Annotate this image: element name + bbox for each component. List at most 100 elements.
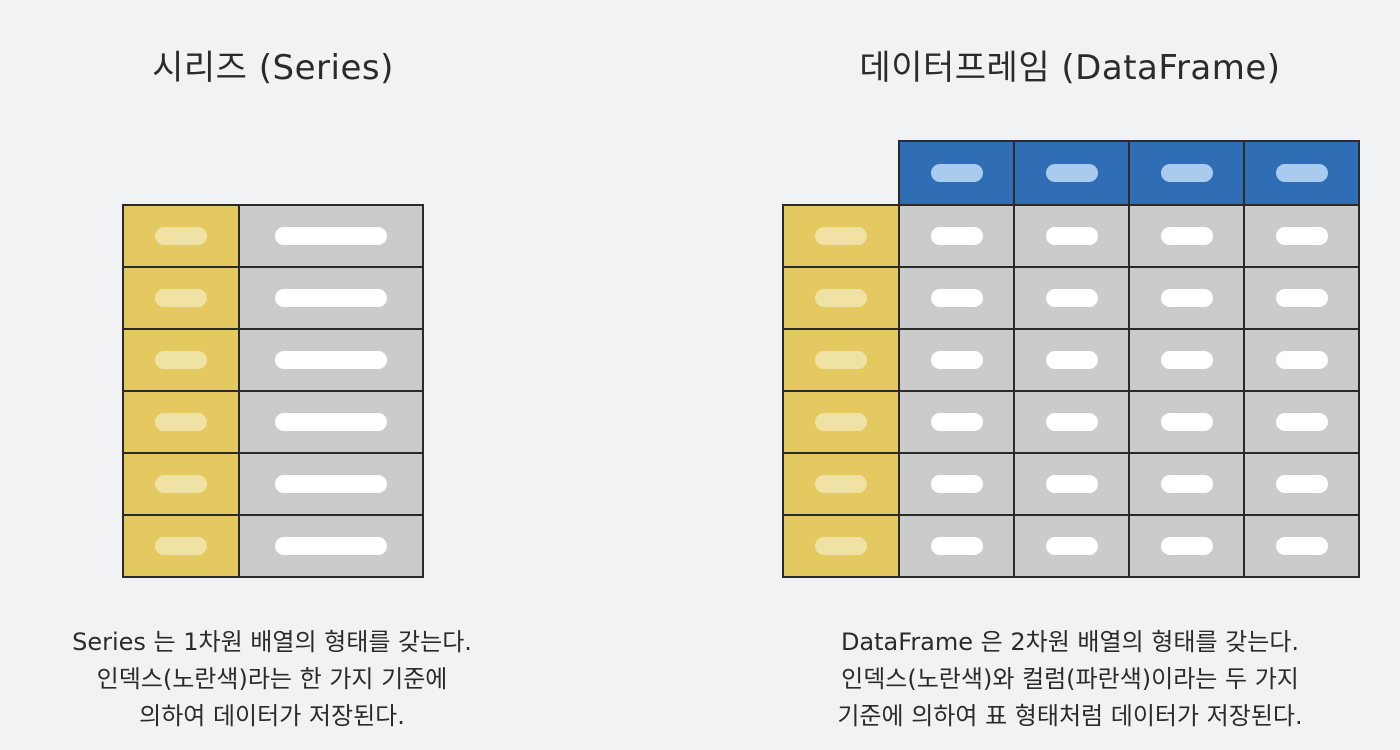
series-value-cell-placeholder: [275, 537, 387, 555]
dataframe-value-cell: [1013, 452, 1130, 516]
dataframe-value-cell-placeholder: [930, 475, 983, 493]
dataframe-value-cell-placeholder: [1275, 537, 1328, 555]
dataframe-value-cell: [1243, 514, 1360, 578]
series-index-cell: [122, 204, 240, 268]
dataframe-value-cell: [1013, 204, 1130, 268]
dataframe-value-cell-placeholder: [930, 227, 983, 245]
dataframe-value-cell-placeholder: [1160, 351, 1213, 369]
dataframe-value-cell-placeholder: [1160, 289, 1213, 307]
dataframe-value-cell: [898, 514, 1015, 578]
dataframe-caption-line-2: 인덱스(노란색)와 컬럼(파란색)이라는 두 가지: [841, 665, 1299, 693]
dataframe-value-cell-placeholder: [930, 537, 983, 555]
series-index-cell-placeholder: [155, 537, 207, 555]
dataframe-column-header: [1128, 140, 1245, 206]
dataframe-index-cell-placeholder: [815, 475, 867, 493]
dataframe-column-header-placeholder: [1045, 164, 1098, 182]
series-title: 시리즈 (Series): [152, 48, 394, 88]
dataframe-value-cell: [1013, 328, 1130, 392]
dataframe-value-cell: [1243, 266, 1360, 330]
dataframe-value-cell: [1013, 266, 1130, 330]
series-value-cell-placeholder: [275, 413, 387, 431]
series-value-cell: [238, 204, 424, 268]
dataframe-value-cell: [1128, 204, 1245, 268]
dataframe-value-cell-placeholder: [1045, 227, 1098, 245]
dataframe-value-cell-placeholder: [1160, 475, 1213, 493]
series-value-cell-placeholder: [275, 227, 387, 245]
dataframe-value-cell: [1013, 390, 1130, 454]
dataframe-index-cell-placeholder: [815, 351, 867, 369]
series-value-cell: [238, 452, 424, 516]
dataframe-value-cell-placeholder: [1275, 475, 1328, 493]
series-index-cell-placeholder: [155, 227, 207, 245]
dataframe-index-cell: [782, 452, 900, 516]
series-index-cell-placeholder: [155, 351, 207, 369]
dataframe-value-cell-placeholder: [930, 351, 983, 369]
dataframe-value-cell-placeholder: [930, 289, 983, 307]
dataframe-value-cell-placeholder: [930, 413, 983, 431]
series-caption-line-2: 인덱스(노란색)라는 한 가지 기준에: [96, 665, 448, 693]
series-index-cell-placeholder: [155, 475, 207, 493]
dataframe-value-cell: [898, 390, 1015, 454]
series-index-cell: [122, 266, 240, 330]
dataframe-value-cell: [898, 266, 1015, 330]
dataframe-value-cell-placeholder: [1275, 289, 1328, 307]
dataframe-value-cell: [898, 452, 1015, 516]
dataframe-value-cell-placeholder: [1160, 227, 1213, 245]
dataframe-value-cell-placeholder: [1045, 475, 1098, 493]
dataframe-value-cell-placeholder: [1160, 537, 1213, 555]
series-value-cell-placeholder: [275, 351, 387, 369]
dataframe-index-cell-placeholder: [815, 289, 867, 307]
dataframe-value-cell: [1243, 452, 1360, 516]
series-value-cell-placeholder: [275, 475, 387, 493]
dataframe-value-cell: [1128, 390, 1245, 454]
series-index-cell-placeholder: [155, 289, 207, 307]
dataframe-value-cell-placeholder: [1045, 351, 1098, 369]
dataframe-caption: DataFrame 은 2차원 배열의 형태를 갖는다. 인덱스(노란색)와 컬…: [770, 624, 1370, 735]
dataframe-value-cell: [1128, 328, 1245, 392]
dataframe-caption-line-1: DataFrame 은 2차원 배열의 형태를 갖는다.: [840, 628, 1300, 656]
dataframe-title: 데이터프레임 (DataFrame): [859, 48, 1281, 88]
series-value-cell: [238, 328, 424, 392]
dataframe-index-cell: [782, 266, 900, 330]
dataframe-index-cell: [782, 328, 900, 392]
series-index-cell: [122, 514, 240, 578]
series-index-cell: [122, 452, 240, 516]
series-value-cell-placeholder: [275, 289, 387, 307]
dataframe-column-header: [898, 140, 1015, 206]
series-value-cell: [238, 514, 424, 578]
dataframe-caption-line-3: 기준에 의하여 표 형태처럼 데이터가 저장된다.: [837, 702, 1303, 730]
dataframe-value-cell-placeholder: [1160, 413, 1213, 431]
dataframe-value-cell-placeholder: [1045, 413, 1098, 431]
dataframe-index-cell: [782, 514, 900, 578]
dataframe-column-header-placeholder: [1275, 164, 1328, 182]
dataframe-value-cell-placeholder: [1045, 289, 1098, 307]
dataframe-value-cell: [1243, 328, 1360, 392]
dataframe-value-cell: [1128, 514, 1245, 578]
dataframe-index-cell-placeholder: [815, 537, 867, 555]
series-index-cell: [122, 390, 240, 454]
dataframe-index-cell: [782, 390, 900, 454]
dataframe-value-cell: [1128, 266, 1245, 330]
dataframe-column-header: [1243, 140, 1360, 206]
dataframe-value-cell-placeholder: [1045, 537, 1098, 555]
dataframe-value-cell-placeholder: [1275, 351, 1328, 369]
dataframe-value-cell-placeholder: [1275, 227, 1328, 245]
dataframe-value-cell: [898, 328, 1015, 392]
dataframe-value-cell: [898, 204, 1015, 268]
dataframe-value-cell-placeholder: [1275, 413, 1328, 431]
dataframe-column-header-placeholder: [1160, 164, 1213, 182]
dataframe-index-cell-placeholder: [815, 413, 867, 431]
dataframe-value-cell: [1128, 452, 1245, 516]
dataframe-column-header: [1013, 140, 1130, 206]
dataframe-value-cell: [1013, 514, 1130, 578]
dataframe-value-cell: [1243, 390, 1360, 454]
series-index-cell: [122, 328, 240, 392]
series-value-cell: [238, 390, 424, 454]
series-caption-line-3: 의하여 데이터가 저장된다.: [139, 702, 405, 730]
dataframe-value-cell: [1243, 204, 1360, 268]
dataframe-index-cell: [782, 204, 900, 268]
series-caption: Series 는 1차원 배열의 형태를 갖는다. 인덱스(노란색)라는 한 가…: [22, 624, 522, 735]
series-value-cell: [238, 266, 424, 330]
series-caption-line-1: Series 는 1차원 배열의 형태를 갖는다.: [72, 628, 472, 656]
dataframe-index-cell-placeholder: [815, 227, 867, 245]
